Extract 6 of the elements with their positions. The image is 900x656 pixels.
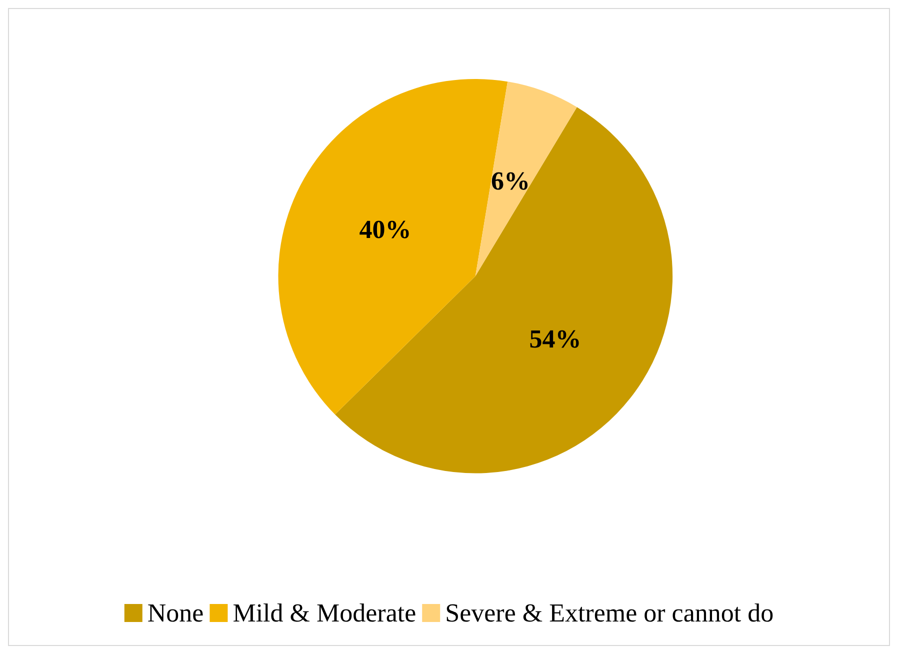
legend-label: Mild & Moderate — [232, 598, 416, 628]
data-label: 40% — [359, 214, 412, 244]
legend-label: Severe & Extreme or cannot do — [445, 598, 774, 628]
legend-label: None — [147, 598, 204, 628]
data-label: 54% — [529, 324, 582, 354]
data-label: 6% — [490, 166, 530, 196]
